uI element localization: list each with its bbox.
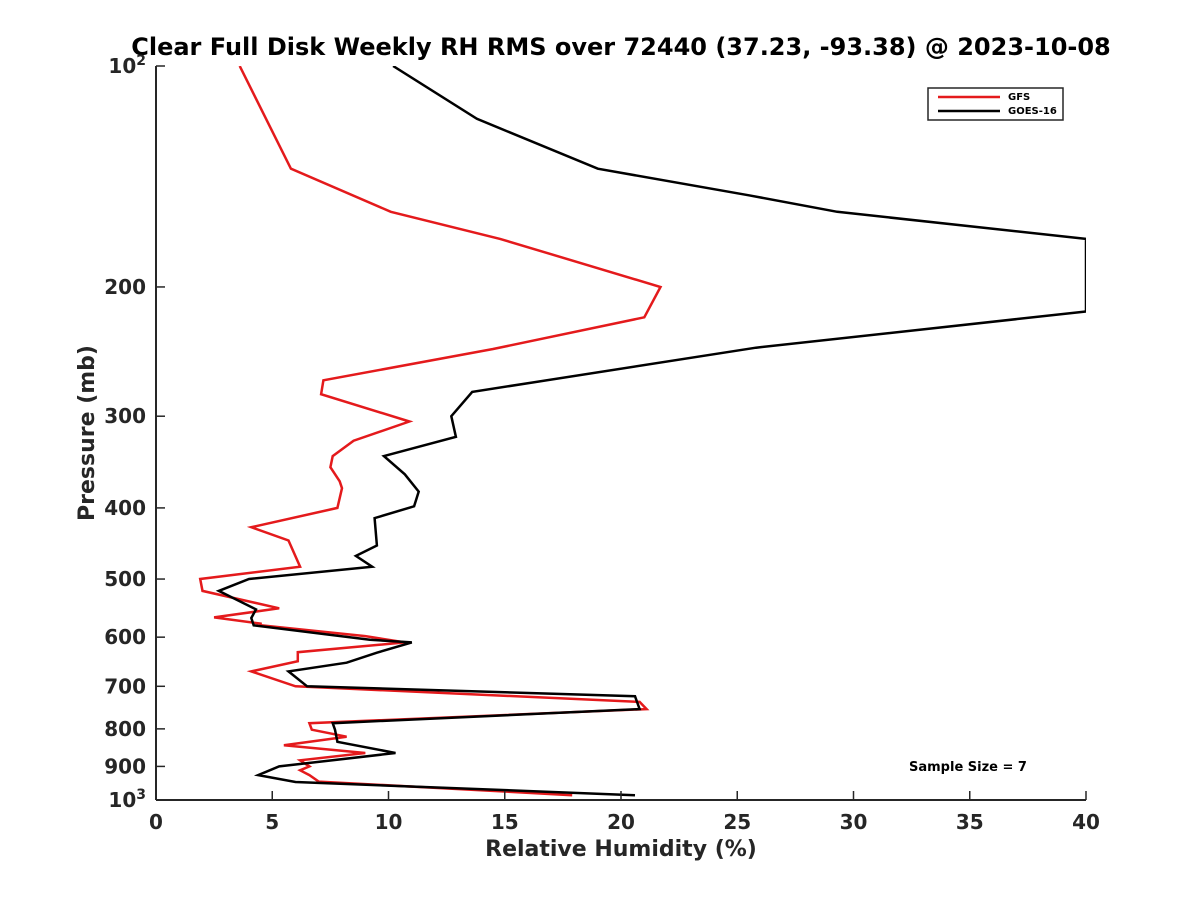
axes <box>155 66 1086 801</box>
x-axis-label: Relative Humidity (%) <box>485 837 757 862</box>
y-tick-label: 800 <box>104 717 146 741</box>
chart-title: Clear Full Disk Weekly RH RMS over 72440… <box>131 33 1111 61</box>
y-tick-label: 600 <box>104 625 146 649</box>
legend-box <box>927 87 1064 121</box>
x-tick-label: 35 <box>956 810 984 834</box>
series-layer <box>198 66 1086 797</box>
x-tick-label: 25 <box>723 810 751 834</box>
y-tick-label: 200 <box>104 275 146 299</box>
x-tick-label: 40 <box>1072 810 1100 834</box>
x-tick-label: 30 <box>840 810 868 834</box>
y-tick-label: 103 <box>108 787 146 812</box>
sample-size-annotation: Sample Size = 7 <box>909 760 1027 775</box>
legend-label-goes16: GOES-16 <box>1008 106 1057 117</box>
legend: GFS GOES-16 <box>927 87 1064 121</box>
y-tick-label: 900 <box>104 754 146 778</box>
y-ticks: 102 200 300 400 500 600 700 800 900 103 <box>104 53 165 812</box>
y-axis-label: Pressure (mb) <box>75 345 100 521</box>
x-tick-label: 0 <box>149 810 163 834</box>
y-tick-label: 300 <box>104 404 146 428</box>
x-tick-label: 10 <box>375 810 403 834</box>
x-tick-label: 5 <box>265 810 279 834</box>
x-tick-label: 20 <box>607 810 635 834</box>
series-line-goes16 <box>215 66 1086 797</box>
x-ticks: 0 5 10 15 20 25 30 35 40 <box>149 791 1100 834</box>
series-line-gfs <box>198 66 663 797</box>
y-tick-label: 102 <box>108 53 146 78</box>
x-tick-label: 15 <box>491 810 519 834</box>
y-tick-label: 400 <box>104 496 146 520</box>
y-tick-label: 500 <box>104 567 146 591</box>
legend-label-gfs: GFS <box>1008 92 1030 103</box>
y-tick-label: 700 <box>104 674 146 698</box>
